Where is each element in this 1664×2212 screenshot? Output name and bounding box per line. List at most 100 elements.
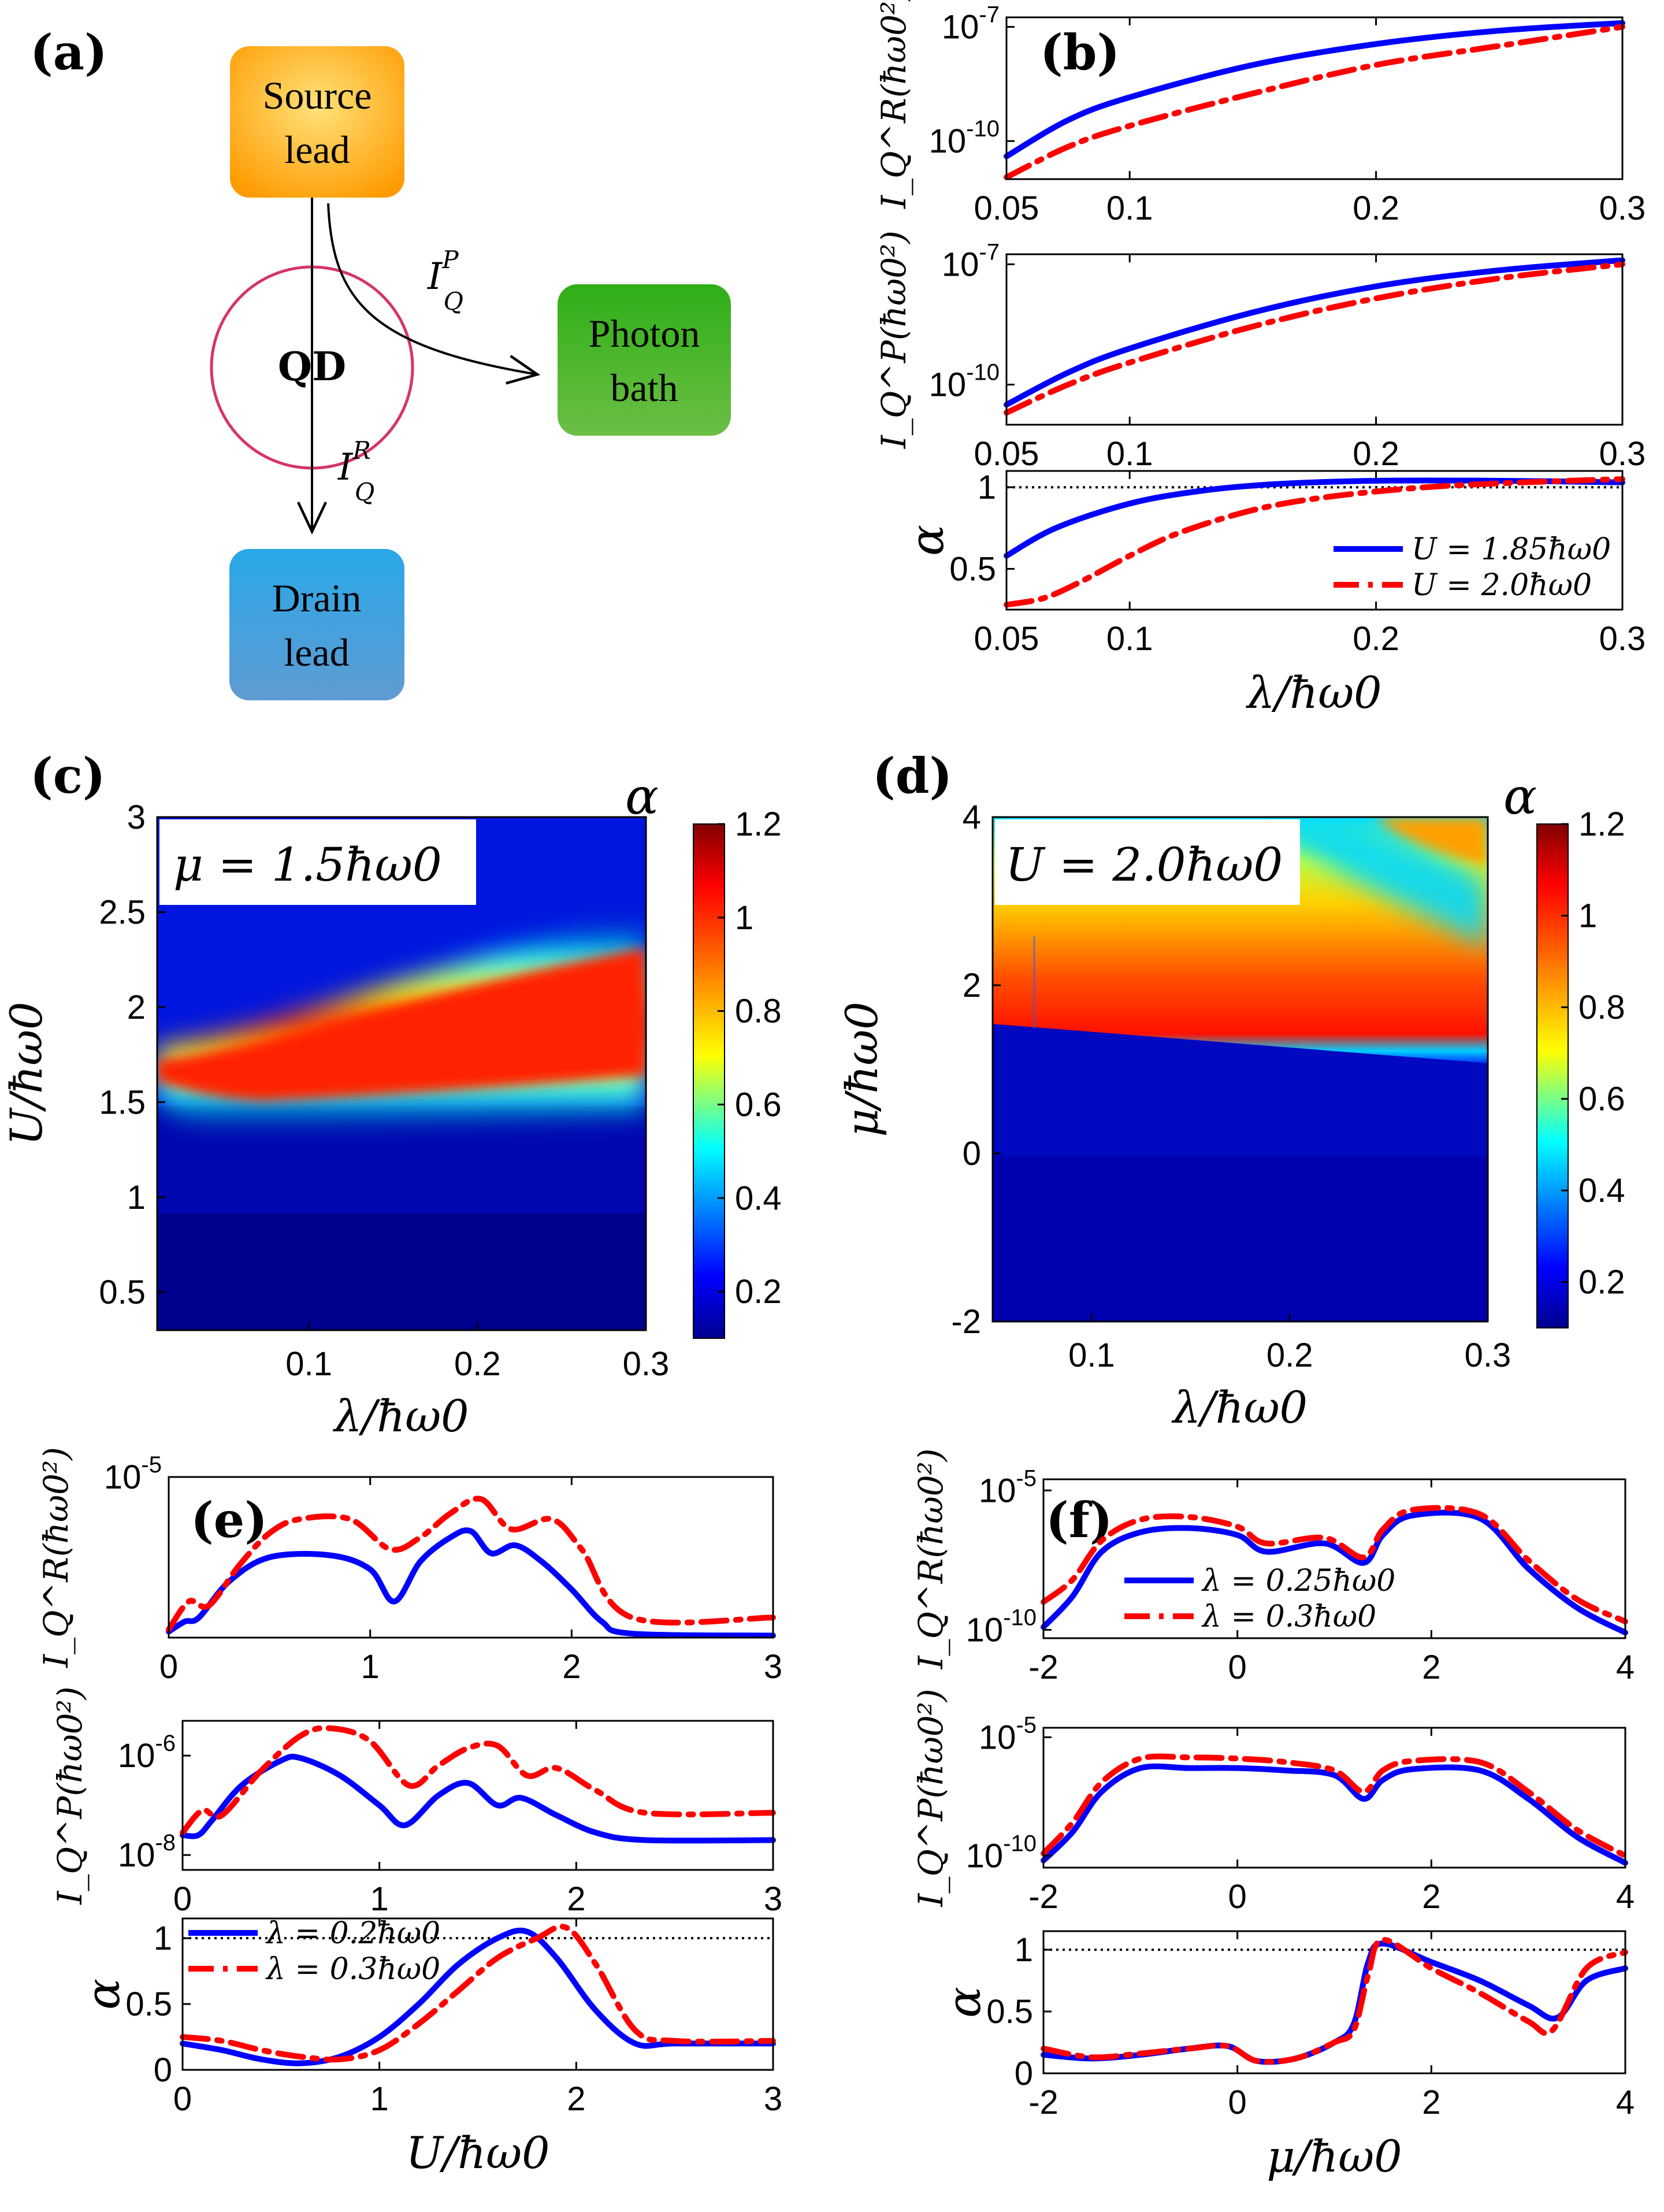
- series-line-red: [1004, 476, 1625, 608]
- x-axis-label: U/ħω0: [406, 2127, 550, 2178]
- x-tick-label: 0: [173, 1880, 192, 1918]
- series-line-blue: [1041, 1763, 1628, 1866]
- y-axis-label: I_Q^P(ħω0²): [911, 1688, 950, 1907]
- panel-d-colorbar: α: [1503, 768, 1569, 1328]
- y-tick-label: 0.5: [99, 1274, 146, 1311]
- y-tick-label: 10-7: [942, 239, 1000, 283]
- x-tick-label: -2: [1028, 1878, 1058, 1916]
- y-tick-label: 10-10: [966, 1605, 1037, 1649]
- panel-b2-plot: 0.05 0.1 0.2 0.3 10-10 10-7 I_Q^P(ħω0²): [874, 231, 1646, 473]
- x-tick-label: 0.2: [1266, 1337, 1313, 1374]
- x-tick-label: 0.1: [1106, 435, 1153, 473]
- x-tick-label: 0.2: [454, 1345, 501, 1383]
- x-tick-label: 2: [1422, 2084, 1440, 2121]
- colorbar-tick-label: 0.8: [1578, 989, 1625, 1026]
- x-tick-label: 0: [173, 2080, 192, 2118]
- x-tick-label: 0.1: [1106, 620, 1153, 658]
- y-tick-label: 10-5: [104, 1452, 162, 1496]
- y-tick-label: 10-5: [979, 1712, 1037, 1756]
- x-tick-label: 4: [1616, 1878, 1635, 1916]
- axes-frame: [1005, 16, 1624, 180]
- source-lead-label-line1: Source: [263, 73, 372, 117]
- x-tick-label: 0.1: [1106, 190, 1153, 227]
- y-axis-label: α: [900, 525, 954, 556]
- y-tick-label: 10-10: [929, 116, 1000, 160]
- panel-d-axes: 0.1 0.2 0.3 -2 0 2 4 λ/ħω0 μ/ħω0 0.2 0.4 0.6 0.8 1 1.2: [836, 799, 1625, 1433]
- x-tick-label: 0.05: [974, 435, 1039, 473]
- colorbar-tick-label: 0.4: [1578, 1172, 1625, 1209]
- panel-c-axes: 0.1 0.2 0.3 0.5 1 1.5 2 2.5 3 λ/ħω0 U/ħω0 0.2 0.4 0.6…: [1, 799, 782, 1442]
- x-tick-label: 4: [1616, 1649, 1635, 1686]
- series-line-red: [1041, 1936, 1628, 2065]
- y-axis-label: I_Q^R(ħω0²): [874, 0, 913, 209]
- y-tick-label: 10-6: [118, 1731, 176, 1775]
- series-line-red: [1041, 1505, 1628, 1625]
- colorbar-tick-label: 0.6: [1578, 1081, 1625, 1118]
- ip-current-label: IP Q: [427, 246, 463, 316]
- y-tick-label: 2.5: [99, 893, 146, 931]
- legend-entry-label: λ = 0.3ħω0: [265, 1952, 440, 1987]
- source-lead-label-line2: lead: [284, 128, 350, 172]
- y-tick-label: 1: [154, 1920, 172, 1957]
- legend-entry-label: U = 1.85ħω0: [1412, 532, 1611, 567]
- y-axis-label: μ/ħω0: [836, 1001, 887, 1137]
- axes-frame: [1042, 1930, 1626, 2074]
- source-lead-box: Source lead: [230, 46, 404, 198]
- x-tick-label: 3: [764, 1648, 782, 1686]
- legend-entry-label: λ = 0.25ħω0: [1201, 1564, 1395, 1598]
- series-line-red: [180, 1725, 776, 1836]
- panel-label-a: (a): [30, 24, 107, 81]
- photon-bath-label-line2: bath: [610, 366, 678, 410]
- x-tick-label: 0.3: [1599, 190, 1646, 227]
- x-tick-label: 0: [1228, 1878, 1247, 1916]
- x-tick-label: 1: [370, 2080, 389, 2118]
- colorbar-tick-label: 0.8: [735, 993, 782, 1030]
- y-tick-label: -2: [951, 1303, 981, 1341]
- y-tick-label: 10-10: [966, 1831, 1037, 1875]
- ir-current-label: IR Q: [337, 436, 374, 506]
- x-tick-label: 0.3: [1599, 620, 1646, 658]
- y-tick-label: 1: [127, 1179, 146, 1216]
- series-line-blue: [180, 1753, 776, 1844]
- colorbar-tick-label: 0.2: [1578, 1264, 1625, 1301]
- legend-entry-label: λ = 0.2ħω0: [265, 1916, 440, 1951]
- panel-d-heatmap: U = 2.0ħω0: [991, 816, 1489, 1323]
- panel-c-heatmap: μ = 1.5ħω0: [156, 816, 647, 1331]
- panel-label-b: (b): [1040, 24, 1120, 81]
- x-axis-label: λ/ħω0: [1171, 1382, 1308, 1433]
- drain-lead-label-line1: Drain: [272, 576, 362, 620]
- panel-label-c: (c): [30, 747, 106, 804]
- y-tick-label: 3: [127, 799, 146, 836]
- axes-frame: [1005, 253, 1624, 426]
- axes-frame: [1005, 470, 1624, 611]
- x-tick-label: 0.2: [1353, 190, 1399, 227]
- y-tick-label: 0.5: [125, 1985, 172, 2023]
- colorbar-tick-label: 0.4: [735, 1179, 782, 1217]
- y-tick-label: 10-10: [929, 360, 1000, 404]
- y-axis-label: I_Q^P(ħω0²): [50, 1686, 90, 1905]
- axes-frame: [1042, 1478, 1626, 1639]
- x-tick-label: 2: [1422, 1649, 1440, 1686]
- x-tick-label: -2: [1028, 2084, 1058, 2121]
- y-tick-label: 0.5: [986, 1993, 1033, 2031]
- x-tick-label: 0: [1228, 2084, 1247, 2121]
- x-axis-label: λ/ħω0: [1245, 667, 1381, 718]
- y-tick-label: 2: [963, 967, 981, 1004]
- x-tick-label: 2: [1422, 1878, 1440, 1916]
- panel-b1-plot: 0.05 0.1 0.2 0.3 10-10 10-7 I_Q^R(ħω0²): [874, 0, 1646, 227]
- colorbar-tick-label: 0.6: [735, 1086, 782, 1123]
- x-tick-label: 0: [1228, 1649, 1247, 1686]
- y-axis-label: I_Q^P(ħω0²): [874, 231, 913, 449]
- x-tick-label: 0.3: [623, 1345, 670, 1383]
- colorbar-tick-label: 1.2: [735, 806, 782, 843]
- y-axis-label: I_Q^R(ħω0²): [36, 1447, 76, 1668]
- y-tick-label: 2: [127, 989, 146, 1026]
- drain-lead-label-line2: lead: [284, 630, 349, 674]
- colorbar-tick-label: 1: [1578, 897, 1597, 935]
- panel-f2-plot: -2 0 2 4 10-10 10-5 I_Q^P(ħω0²): [911, 1688, 1635, 1916]
- x-tick-label: 1: [361, 1648, 380, 1686]
